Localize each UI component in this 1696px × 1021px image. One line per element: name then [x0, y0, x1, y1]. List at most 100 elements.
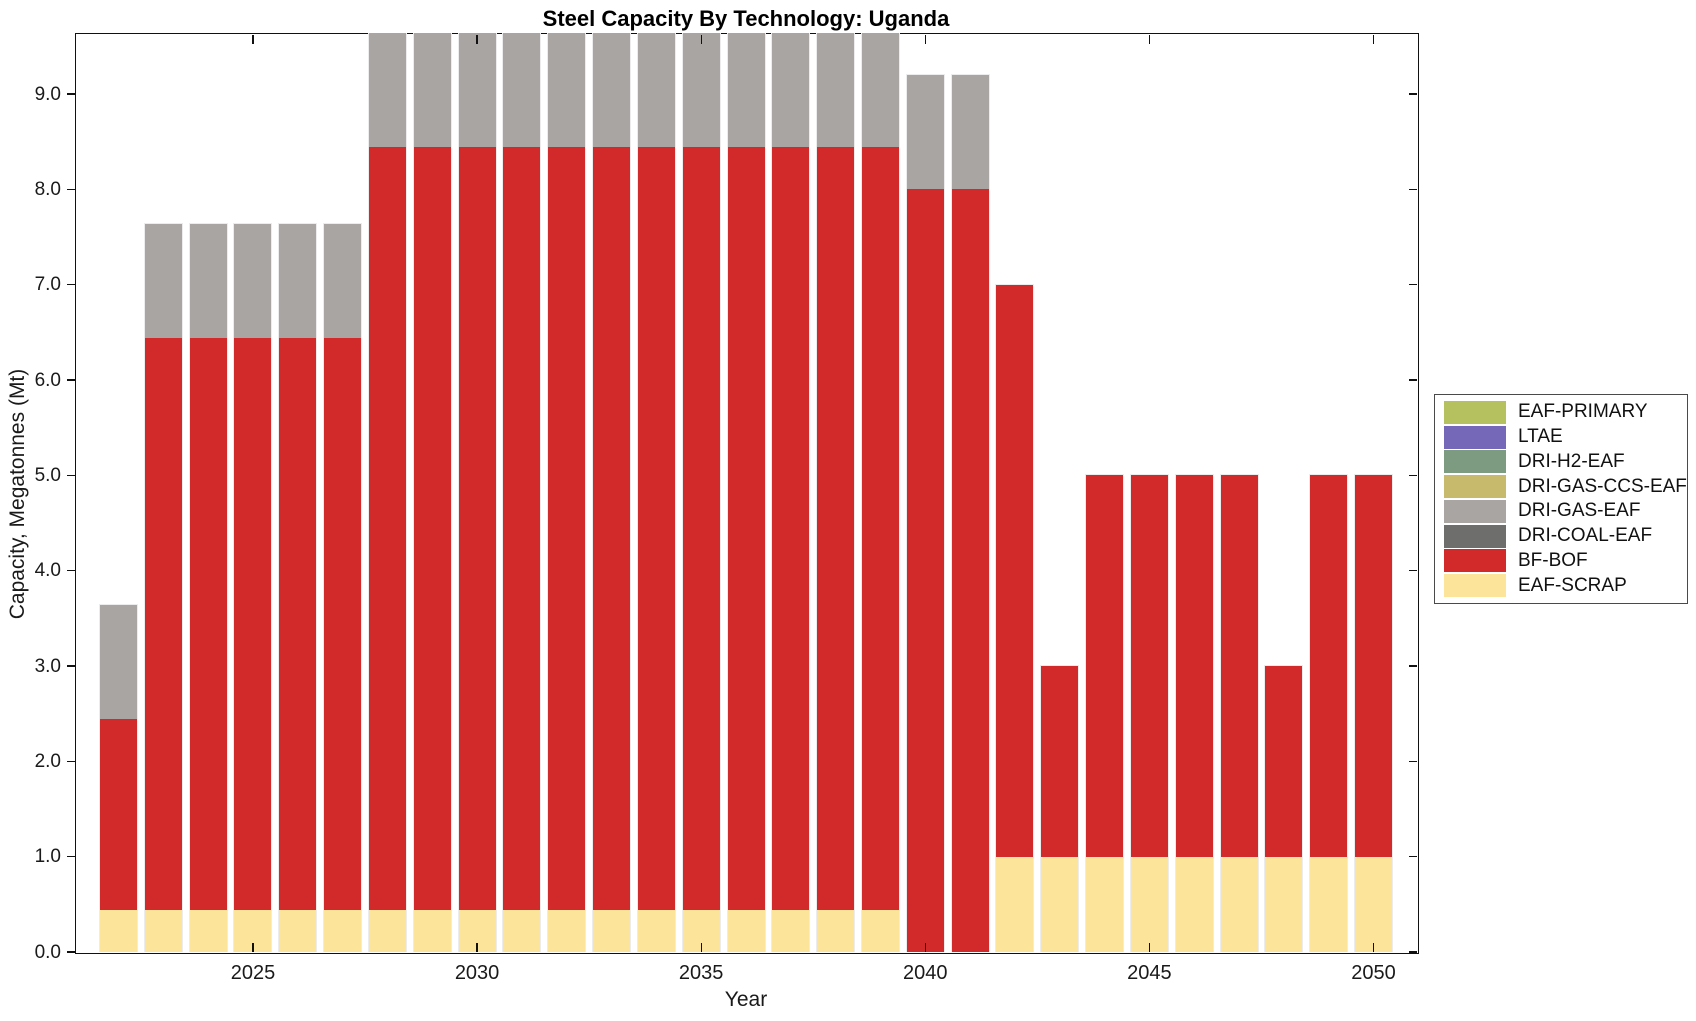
- bar-segment-eaf-scrap-2022: [100, 910, 137, 952]
- ltae-legend-swatch-icon: [1444, 425, 1506, 449]
- bar-segment-dri-gas-eaf-2022: [100, 605, 137, 720]
- bar-segment-eaf-scrap-2048: [1265, 856, 1303, 952]
- bar-2025: [234, 223, 272, 952]
- bar-segment-eaf-scrap-2028: [368, 910, 406, 952]
- x-tick-bottom: [252, 943, 254, 952]
- bar-2023: [144, 223, 182, 952]
- bar-2041: [951, 74, 989, 952]
- y-tick-right: [1409, 93, 1417, 95]
- y-tick-left: [67, 93, 75, 95]
- bar-segment-dri-gas-eaf-2024: [189, 223, 227, 339]
- bar-segment-eaf-scrap-2044: [1086, 856, 1124, 952]
- bar-segment-bf-bof-2040: [906, 189, 944, 952]
- bar-2046: [1175, 475, 1213, 952]
- bar-segment-bf-bof-2045: [1130, 475, 1168, 857]
- x-tick-bottom: [924, 943, 926, 952]
- bar-segment-dri-gas-eaf-2040: [906, 74, 944, 190]
- bar-segment-bf-bof-2025: [234, 338, 272, 911]
- y-tick-left: [67, 570, 75, 572]
- bar-segment-eaf-scrap-2039: [861, 910, 899, 952]
- bar-segment-eaf-scrap-2023: [144, 910, 182, 952]
- bar-segment-dri-gas-eaf-2028: [368, 33, 406, 148]
- bar-2037: [772, 33, 810, 952]
- x-tick-label: 2045: [1127, 962, 1172, 984]
- bar-2022: [100, 605, 137, 952]
- dri-gas-eaf-legend-swatch-icon: [1444, 499, 1506, 523]
- bar-segment-dri-gas-eaf-2039: [861, 33, 899, 148]
- bar-2048: [1265, 666, 1303, 952]
- bar-2024: [189, 223, 227, 952]
- bar-segment-dri-gas-eaf-2037: [772, 33, 810, 148]
- bar-segment-bf-bof-2030: [458, 147, 496, 911]
- x-tick-bottom: [700, 943, 702, 952]
- bar-segment-eaf-scrap-2045: [1130, 856, 1168, 952]
- x-tick-top: [700, 34, 702, 44]
- dri-coal-eaf-legend-swatch-icon: [1444, 524, 1506, 548]
- y-tick-right: [1409, 379, 1417, 381]
- legend-label: EAF-PRIMARY: [1518, 401, 1648, 423]
- bar-segment-bf-bof-2032: [548, 147, 586, 911]
- x-tick-top: [1372, 34, 1375, 44]
- y-tick-right: [1409, 284, 1417, 286]
- bar-segment-eaf-scrap-2046: [1175, 856, 1213, 952]
- y-tick-left: [67, 474, 75, 477]
- bar-segment-dri-gas-eaf-2023: [144, 223, 182, 339]
- bar-segment-dri-gas-eaf-2027: [324, 223, 362, 339]
- bar-segment-bf-bof-2039: [861, 147, 899, 911]
- legend-item-bf-bof: BF-BOF: [1444, 549, 1683, 573]
- bar-segment-eaf-scrap-2033: [593, 910, 631, 952]
- bar-segment-eaf-scrap-2050: [1355, 856, 1392, 952]
- dri-h2-eaf-legend-swatch-icon: [1444, 450, 1506, 474]
- bar-segment-bf-bof-2038: [817, 147, 855, 911]
- bar-2029: [413, 33, 451, 952]
- bar-segment-bf-bof-2050: [1355, 475, 1392, 857]
- bar-segment-eaf-scrap-2047: [1220, 856, 1258, 952]
- y-tick-label: 0.0: [34, 941, 61, 963]
- x-tick-top: [476, 34, 478, 44]
- y-tick-right: [1409, 665, 1417, 667]
- x-tick-bottom: [1148, 943, 1151, 952]
- bar-segment-eaf-scrap-2024: [189, 910, 227, 952]
- bar-2044: [1086, 475, 1124, 952]
- y-tick-label: 6.0: [34, 369, 61, 391]
- chart-title: Steel Capacity By Technology: Uganda: [542, 6, 950, 31]
- y-tick-right: [1409, 760, 1417, 763]
- bar-segment-dri-gas-eaf-2032: [548, 33, 586, 148]
- bar-2047: [1220, 475, 1258, 952]
- bar-segment-dri-gas-eaf-2036: [727, 33, 765, 148]
- bar-segment-bf-bof-2022: [100, 719, 137, 911]
- bar-2040: [906, 74, 944, 952]
- y-tick-right: [1409, 856, 1417, 858]
- legend-item-eaf-scrap: EAF-SCRAP: [1444, 574, 1683, 598]
- bar-2038: [817, 33, 855, 952]
- x-tick-bottom: [476, 943, 478, 952]
- bar-2032: [548, 33, 586, 952]
- bar-segment-dri-gas-eaf-2029: [413, 33, 451, 148]
- y-tick-right: [1409, 570, 1417, 572]
- bar-segment-bf-bof-2044: [1086, 475, 1124, 857]
- bar-2028: [368, 33, 406, 952]
- bar-segment-eaf-scrap-2032: [548, 910, 586, 952]
- y-tick-label: 9.0: [34, 83, 61, 105]
- bar-2043: [1041, 666, 1079, 952]
- bar-2027: [324, 223, 362, 952]
- bar-segment-bf-bof-2034: [637, 147, 675, 911]
- x-tick-top: [1148, 34, 1151, 44]
- bar-2036: [727, 33, 765, 952]
- legend-label: DRI-GAS-CCS-EAF: [1518, 475, 1687, 497]
- bar-segment-eaf-scrap-2026: [279, 910, 317, 952]
- bar-segment-bf-bof-2023: [144, 338, 182, 911]
- y-tick-right: [1409, 951, 1417, 953]
- bar-segment-eaf-scrap-2034: [637, 910, 675, 952]
- bar-segment-dri-gas-eaf-2038: [817, 33, 855, 148]
- bar-2045: [1130, 475, 1168, 952]
- legend-label: LTAE: [1518, 426, 1563, 448]
- bar-2033: [593, 33, 631, 952]
- bar-segment-bf-bof-2037: [772, 147, 810, 911]
- eaf-scrap-legend-swatch-icon: [1444, 574, 1506, 598]
- bar-segment-eaf-scrap-2036: [727, 910, 765, 952]
- bar-segment-bf-bof-2036: [727, 147, 765, 911]
- y-tick-left: [67, 665, 75, 667]
- bar-2034: [637, 33, 675, 952]
